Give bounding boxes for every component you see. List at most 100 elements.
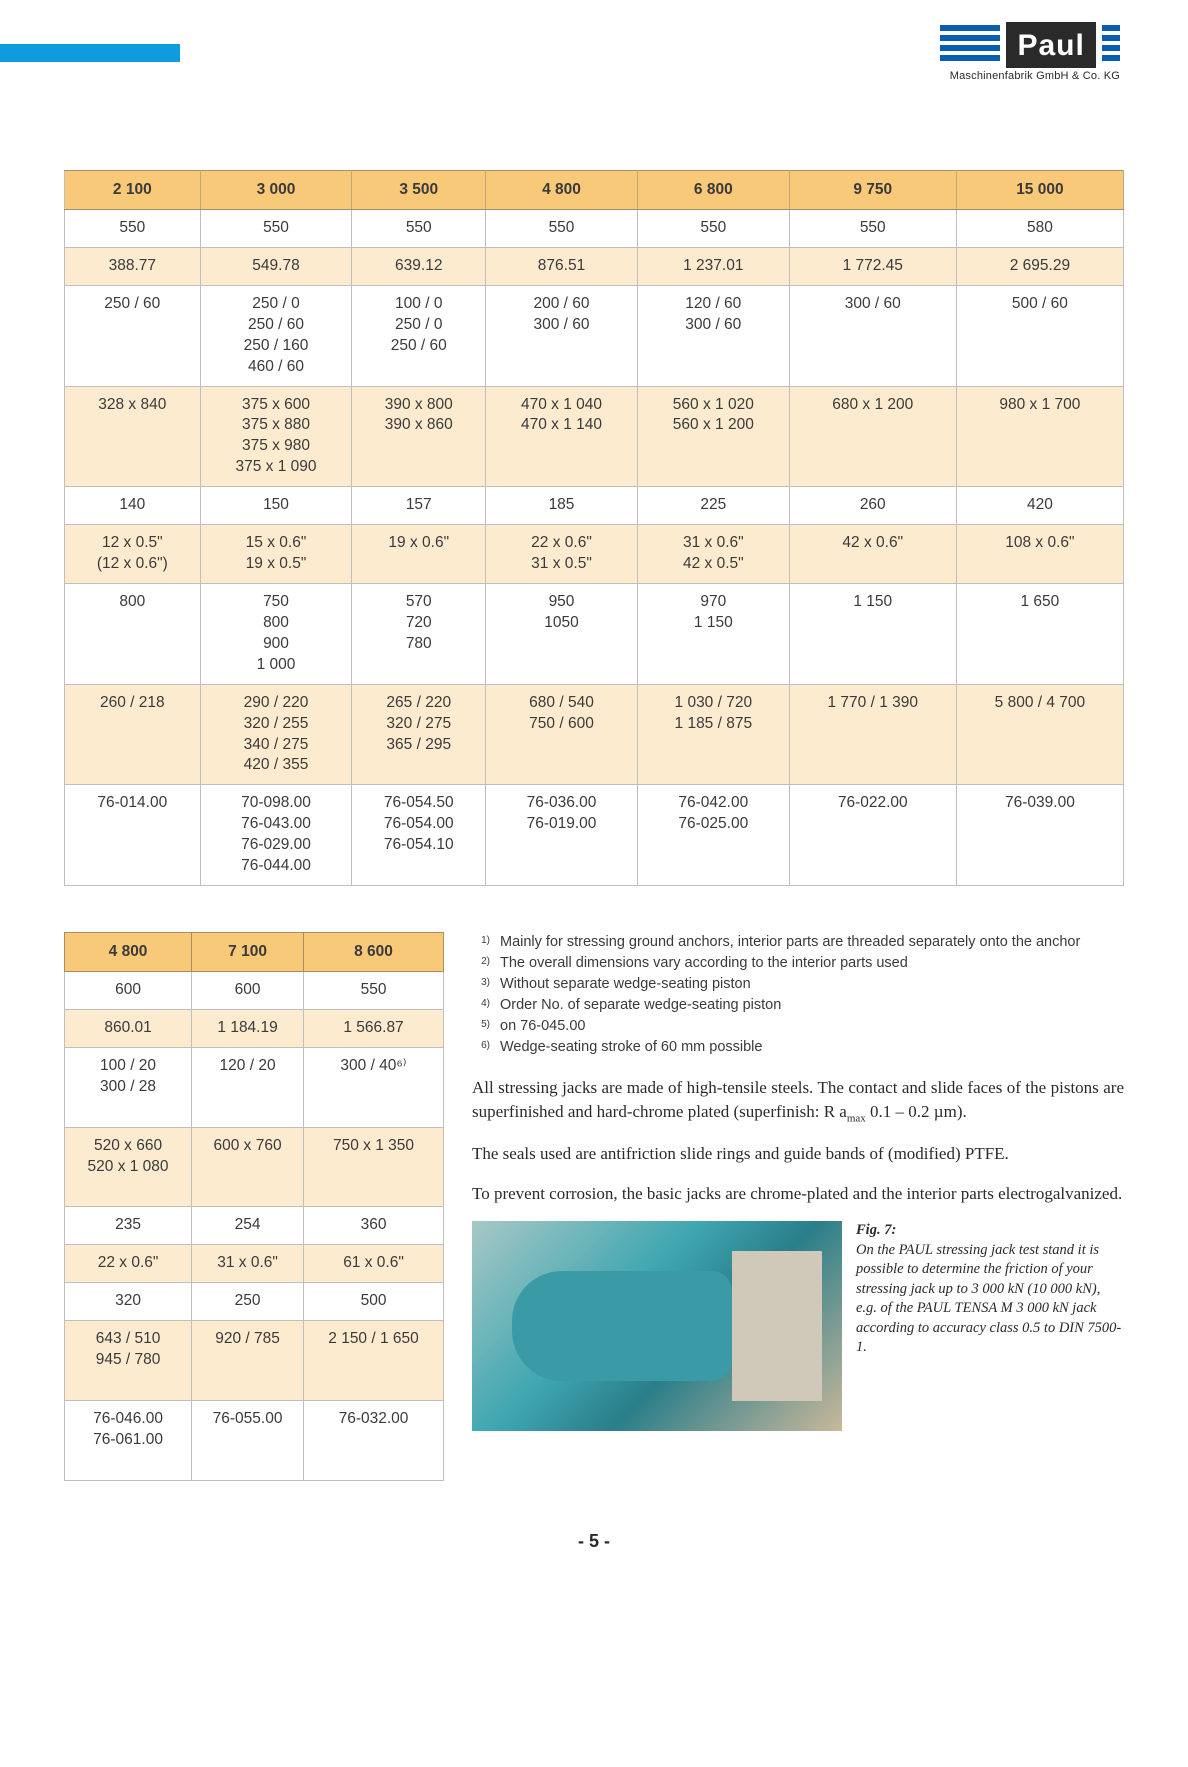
table-row: 260 / 218290 / 220 320 / 255 340 / 275 4… xyxy=(65,684,1124,785)
footnote: 3)Without separate wedge-seating piston xyxy=(472,974,1124,995)
table-cell: 1 237.01 xyxy=(637,247,789,285)
table-row: 643 / 510 945 / 780 920 / 7852 150 / 1 6… xyxy=(65,1321,444,1401)
table-cell: 140 xyxy=(65,487,201,525)
table-cell: 150 xyxy=(200,487,352,525)
table-cell: 76-055.00 xyxy=(192,1400,304,1480)
paragraph-1b: 0.1 – 0.2 µm). xyxy=(866,1102,967,1121)
table-cell: 22 x 0.6" xyxy=(65,1245,192,1283)
table-cell: 643 / 510 945 / 780 xyxy=(65,1321,192,1401)
table-cell: 300 / 60 xyxy=(789,285,956,386)
table-cell: 680 / 540 750 / 600 xyxy=(486,684,638,785)
table-cell: 639.12 xyxy=(352,247,486,285)
table-cell: 580 xyxy=(956,210,1123,248)
table-row: 12 x 0.5" (12 x 0.6")15 x 0.6" 19 x 0.5"… xyxy=(65,525,1124,584)
table-row: 860.011 184.191 566.87 xyxy=(65,1009,444,1047)
table-cell: 76-022.00 xyxy=(789,785,956,886)
footnote-text: Without separate wedge-seating piston xyxy=(500,974,1124,995)
table-cell: 157 xyxy=(352,487,486,525)
table-cell: 800 xyxy=(65,583,201,684)
table-cell: 76-039.00 xyxy=(956,785,1123,886)
table-cell: 225 xyxy=(637,487,789,525)
column-header: 3 500 xyxy=(352,171,486,210)
footnote-text: on 76-045.00 xyxy=(500,1016,1124,1037)
brand-logo: Paul Maschinenfabrik GmbH & Co. KG xyxy=(940,22,1120,82)
table-cell: 100 / 0 250 / 0 250 / 60 xyxy=(352,285,486,386)
table-cell: 750 800 900 1 000 xyxy=(200,583,352,684)
figure-label: Fig. 7: xyxy=(856,1222,896,1238)
table-cell: 550 xyxy=(304,972,444,1010)
table-cell: 550 xyxy=(65,210,201,248)
table-cell: 520 x 660 520 x 1 080 xyxy=(65,1127,192,1207)
footnote-number: 1) xyxy=(472,932,500,953)
table-cell: 200 / 60 300 / 60 xyxy=(486,285,638,386)
table-cell: 920 / 785 xyxy=(192,1321,304,1401)
table-cell: 120 / 60 300 / 60 xyxy=(637,285,789,386)
table-cell: 15 x 0.6" 19 x 0.5" xyxy=(200,525,352,584)
main-spec-table: 2 1003 0003 5004 8006 8009 75015 000 550… xyxy=(64,170,1124,886)
table-row: 600600550 xyxy=(65,972,444,1010)
table-row: 22 x 0.6"31 x 0.6"61 x 0.6" xyxy=(65,1245,444,1283)
table-cell: 500 / 60 xyxy=(956,285,1123,386)
table-cell: 680 x 1 200 xyxy=(789,386,956,487)
table-cell: 550 xyxy=(486,210,638,248)
table-cell: 550 xyxy=(789,210,956,248)
table-cell: 375 x 600 375 x 880 375 x 980 375 x 1 09… xyxy=(200,386,352,487)
column-header: 3 000 xyxy=(200,171,352,210)
table-cell: 5 800 / 4 700 xyxy=(956,684,1123,785)
table-cell: 61 x 0.6" xyxy=(304,1245,444,1283)
column-header: 2 100 xyxy=(65,171,201,210)
table-cell: 1 772.45 xyxy=(789,247,956,285)
table-cell: 250 / 60 xyxy=(65,285,201,386)
footnote-number: 4) xyxy=(472,995,500,1016)
footnote-text: Wedge-seating stroke of 60 mm possible xyxy=(500,1037,1124,1058)
table-cell: 320 xyxy=(65,1283,192,1321)
column-header: 8 600 xyxy=(304,933,444,972)
table-row: 76-014.0070-098.00 76-043.00 76-029.00 7… xyxy=(65,785,1124,886)
table-cell: 76-036.00 76-019.00 xyxy=(486,785,638,886)
table-cell: 254 xyxy=(192,1207,304,1245)
table-cell: 260 xyxy=(789,487,956,525)
table-row: 100 / 20 300 / 28 120 / 20300 / 40⁶⁾ xyxy=(65,1047,444,1127)
figure-text: On the PAUL stressing jack test stand it… xyxy=(856,1242,1121,1356)
table-cell: 570 720 780 xyxy=(352,583,486,684)
table-cell: 12 x 0.5" (12 x 0.6") xyxy=(65,525,201,584)
footnote: 2)The overall dimensions vary according … xyxy=(472,953,1124,974)
paragraph-1a: All stressing jacks are made of high-ten… xyxy=(472,1078,1124,1120)
table-cell: 1 770 / 1 390 xyxy=(789,684,956,785)
table-cell: 265 / 220 320 / 275 365 / 295 xyxy=(352,684,486,785)
table-cell: 876.51 xyxy=(486,247,638,285)
table-cell: 560 x 1 020 560 x 1 200 xyxy=(637,386,789,487)
table-cell: 300 / 40⁶⁾ xyxy=(304,1047,444,1127)
footnote-number: 6) xyxy=(472,1037,500,1058)
table-row: 76-046.00 76-061.00 76-055.0076-032.00 xyxy=(65,1400,444,1480)
footnote-text: Mainly for stressing ground anchors, int… xyxy=(500,932,1124,953)
footnote: 5)on 76-045.00 xyxy=(472,1016,1124,1037)
table-cell: 31 x 0.6" 42 x 0.5" xyxy=(637,525,789,584)
table-row: 328 x 840375 x 600 375 x 880 375 x 980 3… xyxy=(65,386,1124,487)
top-accent-bar xyxy=(0,44,180,62)
table-cell: 76-046.00 76-061.00 xyxy=(65,1400,192,1480)
table-cell: 2 150 / 1 650 xyxy=(304,1321,444,1401)
footnote: 1)Mainly for stressing ground anchors, i… xyxy=(472,932,1124,953)
table-cell: 76-042.00 76-025.00 xyxy=(637,785,789,886)
table-cell: 1 650 xyxy=(956,583,1123,684)
paragraph-3: To prevent corrosion, the basic jacks ar… xyxy=(472,1182,1124,1205)
table-cell: 388.77 xyxy=(65,247,201,285)
table-cell: 70-098.00 76-043.00 76-029.00 76-044.00 xyxy=(200,785,352,886)
footnote-number: 2) xyxy=(472,953,500,974)
table-cell: 549.78 xyxy=(200,247,352,285)
table-cell: 600 x 760 xyxy=(192,1127,304,1207)
table-cell: 290 / 220 320 / 255 340 / 275 420 / 355 xyxy=(200,684,352,785)
table-cell: 76-014.00 xyxy=(65,785,201,886)
logo-text: Paul xyxy=(1006,22,1095,68)
table-cell: 950 1050 xyxy=(486,583,638,684)
table-cell: 235 xyxy=(65,1207,192,1245)
side-spec-table: 4 8007 1008 600 600600550860.011 184.191… xyxy=(64,932,444,1481)
table-cell: 250 / 0 250 / 60 250 / 160 460 / 60 xyxy=(200,285,352,386)
figure-image xyxy=(472,1221,842,1431)
table-cell: 860.01 xyxy=(65,1009,192,1047)
footnote-number: 3) xyxy=(472,974,500,995)
table-cell: 970 1 150 xyxy=(637,583,789,684)
p1-subscript: max xyxy=(847,1112,866,1124)
table-cell: 22 x 0.6" 31 x 0.5" xyxy=(486,525,638,584)
